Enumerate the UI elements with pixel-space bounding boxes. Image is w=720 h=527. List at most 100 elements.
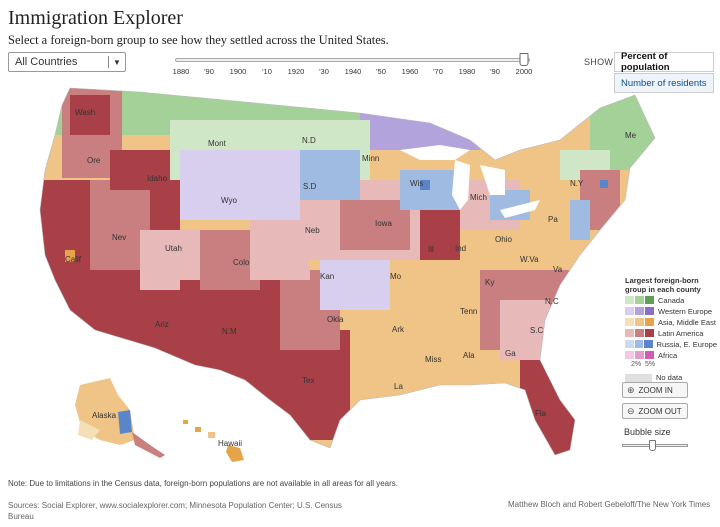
state-label: Pa — [548, 215, 558, 224]
legend-title: Largest foreign-born group in each count… — [625, 276, 701, 294]
dropdown-separator — [108, 56, 109, 68]
state-labels: Wash Ore Calif Nev Idaho Mont Wyo Utah C… — [65, 108, 637, 448]
year-timeline-slider[interactable]: 1880 '90 1900 '10 1920 '30 1940 '50 1960… — [172, 52, 534, 82]
state-label: Wis — [410, 179, 423, 188]
state-label: Me — [625, 131, 637, 140]
state-label: Hawaii — [218, 439, 242, 448]
state-label: Colo — [233, 258, 250, 267]
state-label: Mich — [470, 193, 487, 202]
no-data-swatch — [625, 373, 652, 382]
legend-swatch — [625, 329, 634, 337]
map-legend: Largest foreign-born group in each count… — [625, 276, 717, 382]
page-subtitle: Select a foreign-born group to see how t… — [8, 33, 389, 47]
state-label: Calif — [65, 255, 82, 264]
state-label: Neb — [305, 226, 320, 235]
legend-swatch — [645, 318, 654, 326]
legend-row-canada: Canada — [625, 295, 717, 305]
legend-row-latin-america: Latin America — [625, 328, 717, 338]
zoom-in-label: ZOOM IN — [638, 385, 673, 395]
timeline-tick[interactable]: 1940 — [344, 67, 362, 76]
state-label: S.D — [303, 182, 317, 191]
state-label: N.D — [302, 136, 316, 145]
timeline-track[interactable] — [175, 58, 530, 62]
legend-swatch — [645, 329, 654, 337]
lake-superior — [400, 145, 470, 160]
number-of-residents-toggle[interactable]: Number of residents — [614, 73, 714, 93]
state-label: Nev — [112, 233, 126, 242]
legend-swatch — [635, 318, 644, 326]
legend-no-data: No data — [625, 373, 717, 382]
state-label: Ill — [428, 245, 434, 254]
timeline-tick[interactable]: '50 — [376, 67, 386, 76]
state-label: Ohio — [495, 235, 512, 244]
bubble-size-slider[interactable] — [622, 440, 688, 454]
state-label: N.Y — [570, 179, 584, 188]
contiguous-us-outline — [39, 87, 656, 456]
state-label: Alaska — [92, 411, 117, 420]
timeline-tick[interactable]: 1980 — [458, 67, 476, 76]
timeline-tick[interactable]: '90 — [490, 67, 500, 76]
legend-row-asia: Asia, Middle East — [625, 317, 717, 327]
legend-swatch — [625, 340, 634, 348]
bubble-size-label: Bubble size — [624, 427, 671, 437]
state-label: Va — [553, 265, 563, 274]
state-label: Mo — [390, 272, 402, 281]
state-label: Ore — [87, 156, 101, 165]
no-data-label: No data — [656, 373, 683, 382]
timeline-tick[interactable]: 1960 — [401, 67, 419, 76]
legend-label: Western Europe — [658, 306, 713, 316]
timeline-thumb[interactable] — [519, 53, 529, 66]
zoom-out-label: ZOOM OUT — [638, 406, 682, 416]
zoom-out-button[interactable]: ⊖ ZOOM OUT — [622, 403, 688, 419]
timeline-tick[interactable]: 1880 — [172, 67, 190, 76]
timeline-tick[interactable]: '30 — [319, 67, 329, 76]
country-dropdown-value: All Countries — [15, 56, 78, 68]
lake-erie — [500, 200, 540, 218]
legend-row-russia: Russia, E. Europe — [625, 339, 717, 349]
state-label: N.C — [545, 297, 559, 306]
state-label: Tex — [302, 376, 314, 385]
timeline-tick[interactable]: 1920 — [287, 67, 305, 76]
alaska-counties[interactable] — [75, 378, 165, 458]
timeline-tick[interactable]: 2000 — [515, 67, 533, 76]
state-label: Wyo — [221, 196, 237, 205]
legend-label: Russia, E. Europe — [656, 339, 717, 349]
timeline-tick[interactable]: 1900 — [229, 67, 247, 76]
legend-label: Asia, Middle East — [658, 317, 716, 327]
bubble-slider-thumb[interactable] — [649, 440, 656, 451]
legend-swatch — [635, 307, 644, 315]
legend-swatch — [635, 329, 644, 337]
legend-swatch — [645, 296, 654, 304]
country-dropdown[interactable]: All Countries ▼ — [8, 52, 126, 72]
timeline-tick[interactable]: '10 — [262, 67, 272, 76]
state-label: Iowa — [375, 219, 392, 228]
state-label: Utah — [165, 244, 182, 253]
timeline-tick[interactable]: '90 — [204, 67, 214, 76]
hawaii-counties[interactable] — [183, 420, 244, 462]
legend-swatch — [625, 351, 634, 359]
state-label: N.M — [222, 327, 237, 336]
legend-label: Latin America — [658, 328, 704, 338]
legend-row-africa: Africa — [625, 350, 717, 360]
footer-note: Note: Due to limitations in the Census d… — [8, 479, 398, 488]
state-label: Mont — [208, 139, 227, 148]
legend-swatch — [635, 296, 644, 304]
legend-swatch — [635, 351, 644, 359]
zoom-in-icon: ⊕ — [627, 384, 635, 395]
legend-swatch — [625, 307, 634, 315]
state-label: Ga — [505, 349, 516, 358]
legend-swatch — [645, 307, 654, 315]
timeline-tick[interactable]: '70 — [433, 67, 443, 76]
state-label: Ind — [455, 244, 466, 253]
state-label: Idaho — [147, 174, 168, 183]
zoom-in-button[interactable]: ⊕ ZOOM IN — [622, 382, 688, 398]
state-label: Ala — [463, 351, 475, 360]
state-label: Kan — [320, 272, 334, 281]
percent-of-population-toggle[interactable]: Percent of population — [614, 51, 714, 73]
state-label: La — [394, 382, 403, 391]
state-label: W.Va — [520, 255, 539, 264]
legend-label: Canada — [658, 295, 685, 305]
footer-credit: Matthew Bloch and Robert Gebeloff/The Ne… — [508, 500, 711, 509]
show-label: SHOW — [584, 57, 614, 67]
